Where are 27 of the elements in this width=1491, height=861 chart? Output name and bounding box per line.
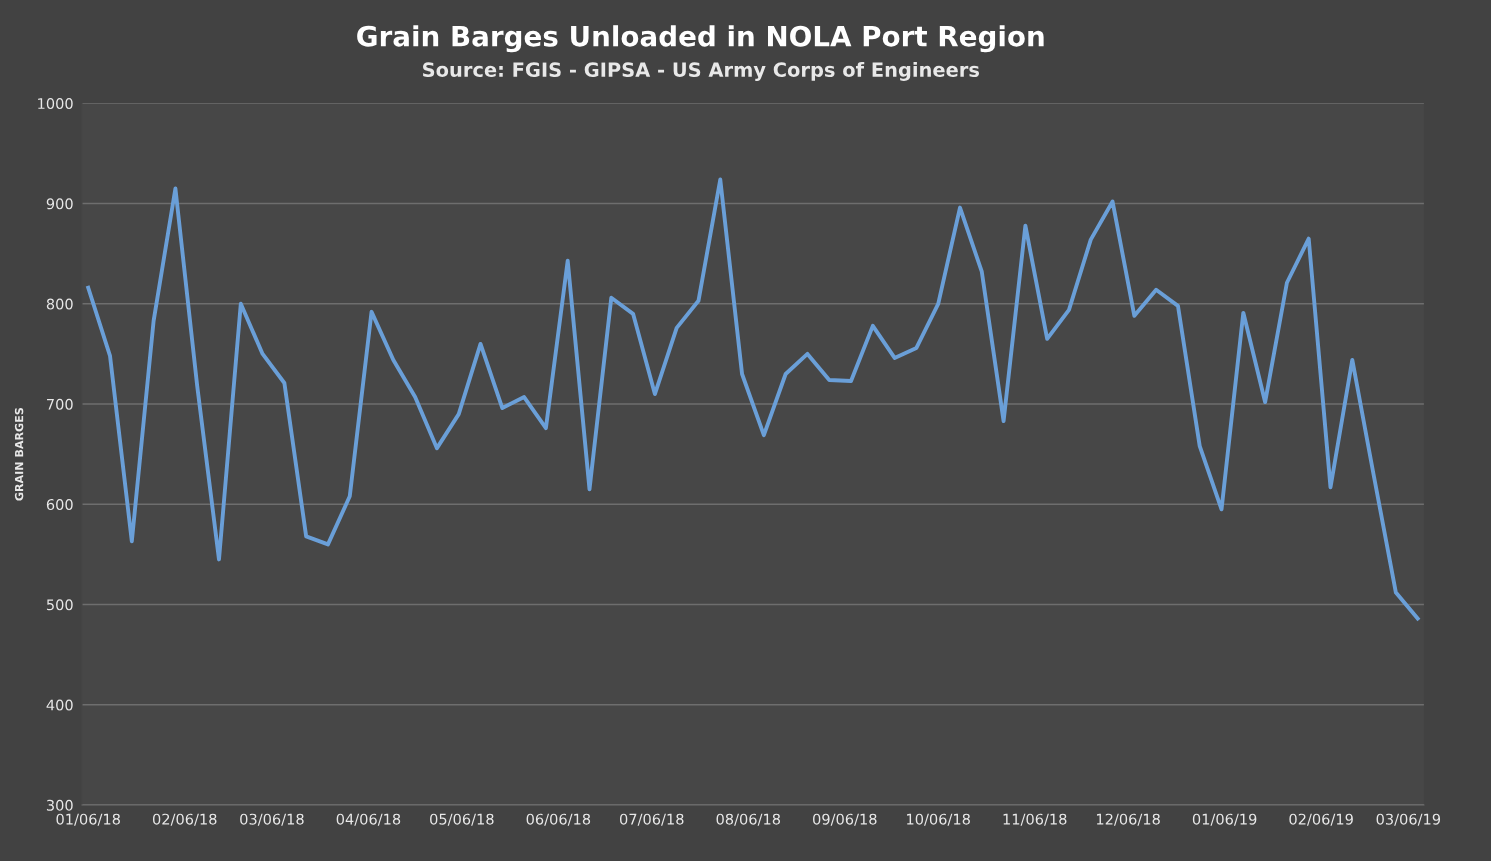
x-tick-label: 10/06/18 <box>907 813 970 826</box>
x-tick-label: 05/06/18 <box>430 813 494 826</box>
y-tick-label: 800 <box>46 298 73 310</box>
x-tick-label: 01/06/19 <box>1192 813 1257 826</box>
x-tick-label: 04/06/18 <box>336 813 401 826</box>
y-tick-label: 600 <box>46 499 73 511</box>
line-series <box>86 177 1420 621</box>
x-tick-label: 01/06/18 <box>56 813 120 826</box>
x-tick-label: 12/06/18 <box>1096 813 1160 826</box>
y-tick-label: 1000 <box>38 98 73 110</box>
y-axis-title: GRAIN BARGES <box>14 408 24 501</box>
y-tick-label: 500 <box>46 599 73 611</box>
x-tick-label: 02/06/19 <box>1289 813 1353 826</box>
y-tick-label: 700 <box>47 398 73 410</box>
x-tick-label: 02/06/18 <box>152 813 217 826</box>
x-tick-label: 03/06/18 <box>240 813 304 826</box>
y-tick-label: 400 <box>46 699 73 711</box>
y-tick-label: 300 <box>46 799 73 811</box>
x-tick-label: 07/06/18 <box>619 813 684 826</box>
x-tick-label: 08/06/18 <box>716 813 781 826</box>
x-tick-label: 09/06/18 <box>813 813 877 826</box>
y-tick-label: 900 <box>46 198 73 210</box>
x-tick-label: 11/06/18 <box>1003 813 1067 826</box>
chart-title: Grain Barges Unloaded in NOLA Port Region <box>357 25 1044 53</box>
chart-subtitle: Source: FGIS - GIPSA - US Army Corps of Engineers <box>423 61 980 81</box>
x-tick-label: 03/06/19 <box>1376 813 1441 826</box>
x-tick-label: 06/06/18 <box>526 813 591 826</box>
